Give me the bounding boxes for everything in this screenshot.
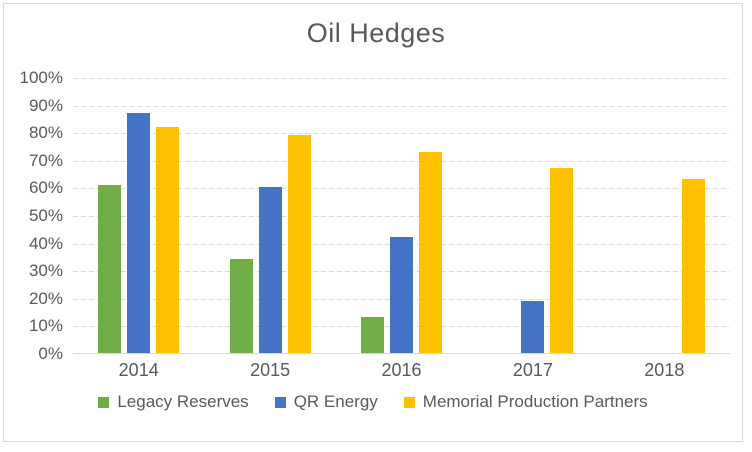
gridline-50	[73, 216, 730, 217]
bar-group-2015	[204, 78, 335, 353]
y-axis-labels: 0% 10% 20% 30% 40% 50% 60% 70% 80% 90% 100%	[0, 68, 63, 363]
legend-item-legacy-reserves: Legacy Reserves	[98, 392, 249, 412]
gridline-80	[73, 133, 730, 135]
y-tick-label-100: 100%	[19, 68, 63, 87]
y-tick-label-10: 10%	[28, 316, 63, 336]
legacy-reserves-bar-2016	[361, 317, 385, 353]
y-tick-label-90: 90%	[28, 95, 63, 115]
qr-energy-bar-2015	[258, 187, 282, 353]
y-tick-label-0: 0%	[38, 344, 63, 363]
plot-area	[73, 78, 730, 354]
legend-item-qr-energy: QR Energy	[274, 392, 378, 412]
x-tick-label-2018: 2018	[644, 360, 685, 380]
memorial-production-partners-bar-2015	[287, 134, 311, 353]
gridline-70	[73, 160, 730, 162]
x-tick-label-2017: 2017	[512, 360, 553, 380]
bar-group-2017	[467, 78, 598, 353]
bar-group-2014	[73, 78, 204, 353]
x-axis-labels: 2014 2015 2016 2017 2018	[73, 360, 730, 381]
legend-label-memorial-production-partners: Memorial Production Partners	[422, 392, 648, 411]
chart-frame	[3, 3, 743, 442]
chart-title: Oil Hedges	[306, 18, 446, 48]
memorial-production-partners-bar-2018	[681, 179, 705, 353]
x-axis-line	[73, 353, 730, 354]
y-tick-label-70: 70%	[28, 150, 63, 170]
gridline-100	[73, 78, 730, 79]
memorial-production-partners-bar-2014	[156, 126, 180, 353]
x-tick-label-2016: 2016	[381, 360, 422, 380]
qr-energy-legend-marker-icon	[274, 396, 286, 408]
y-tick-label-40: 40%	[28, 233, 63, 253]
bars-layer	[73, 78, 730, 353]
y-tick-label-20: 20%	[28, 288, 63, 308]
memorial-production-partners-bar-2017	[550, 168, 574, 353]
legacy-reserves-bar-2014	[98, 184, 122, 353]
qr-energy-bar-2017	[521, 300, 545, 353]
gridline-60	[73, 188, 730, 190]
bar-group-2018	[599, 78, 730, 353]
chart-legend: Legacy Reserves QR Energy Memorial Product…	[3, 392, 743, 412]
legacy-reserves-legend-marker-icon	[98, 396, 110, 408]
legacy-reserves-bar-2015	[229, 259, 253, 353]
legend-item-memorial-production-partners: Memorial Production Partners	[403, 392, 648, 412]
memorial-production-partners-bar-2016	[419, 151, 443, 353]
y-tick-label-30: 30%	[28, 261, 63, 281]
gridline-90	[73, 105, 730, 107]
y-tick-label-50: 50%	[28, 206, 63, 225]
bar-group-2016	[336, 78, 467, 353]
qr-energy-bar-2016	[390, 237, 414, 353]
legend-label-legacy-reserves: Legacy Reserves	[117, 392, 249, 411]
legend-label-qr-energy: QR Energy	[293, 392, 378, 411]
x-tick-label-2014: 2014	[118, 360, 159, 380]
memorial-production-partners-legend-marker-icon	[403, 396, 415, 408]
x-tick-label-2015: 2015	[250, 360, 291, 380]
y-tick-label-80: 80%	[28, 123, 63, 143]
y-tick-label-60: 60%	[28, 178, 63, 198]
qr-energy-bar-2014	[127, 112, 151, 353]
